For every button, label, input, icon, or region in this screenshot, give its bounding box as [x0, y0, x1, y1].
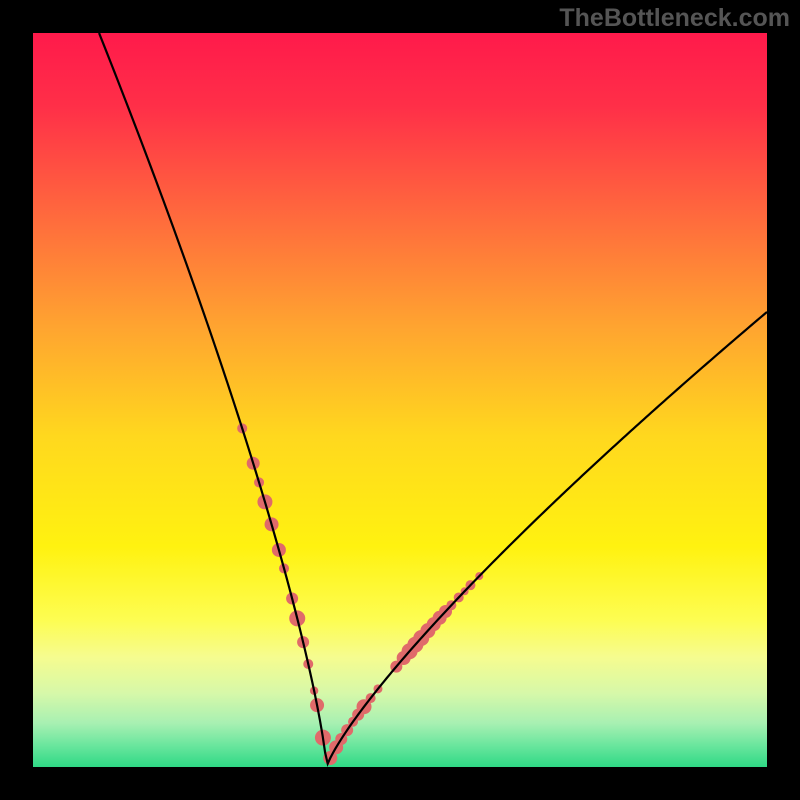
plot-area — [33, 33, 767, 767]
watermark-text: TheBottleneck.com — [559, 4, 790, 33]
chart-svg — [33, 33, 767, 767]
notch-curve — [99, 33, 767, 764]
markers-group — [237, 423, 483, 765]
